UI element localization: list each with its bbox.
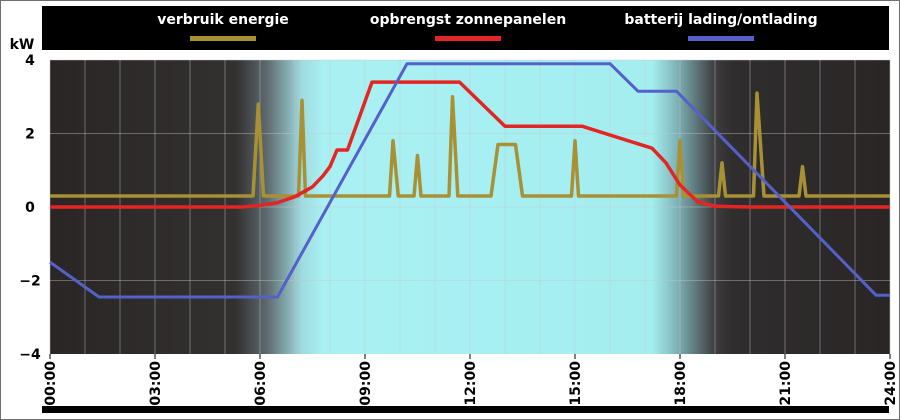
series-consumption <box>50 91 890 198</box>
legend-swatch-consumption <box>190 36 256 41</box>
y-tick-label: −2 <box>19 274 40 290</box>
y-tick-label: 0 <box>25 200 35 216</box>
y-tick-label: −4 <box>19 347 41 363</box>
y-axis-unit: kW <box>10 37 35 53</box>
x-tick-label: 06:00 <box>253 361 269 406</box>
y-tick-label: 2 <box>25 127 35 143</box>
legend-label-consumption: verbruik energie <box>157 12 289 28</box>
x-tick-label: 03:00 <box>148 361 164 406</box>
legend-label-solar: opbrengst zonnepanelen <box>370 12 566 28</box>
x-tick-label: 15:00 <box>568 361 584 406</box>
series-solar <box>50 80 890 209</box>
x-tick-label: 09:00 <box>358 361 374 406</box>
x-tick-label: 12:00 <box>463 361 479 406</box>
series-layer <box>49 62 890 299</box>
legend-label-battery: batterij lading/ontlading <box>624 12 817 28</box>
y-tick-label: 4 <box>25 53 35 69</box>
legend-swatch-battery <box>688 36 754 41</box>
legend: verbruik energie opbrengst zonnepanelen … <box>157 12 818 41</box>
legend-swatch-solar <box>435 36 501 41</box>
x-tick-label: 21:00 <box>778 361 794 406</box>
x-tick-label: 18:00 <box>673 361 689 406</box>
series-battery <box>49 62 890 299</box>
y-axis-ticks: 4 2 0 −2 −4 <box>19 53 41 363</box>
x-axis-ticks: 00:00 03:00 06:00 09:00 12:00 15:00 18:00 21:00… <box>43 354 899 406</box>
x-tick-label: 24:00 <box>883 361 899 406</box>
legend-bar <box>42 6 889 50</box>
x-tick-label: 00:00 <box>43 361 59 406</box>
bottom-bar <box>42 406 889 413</box>
